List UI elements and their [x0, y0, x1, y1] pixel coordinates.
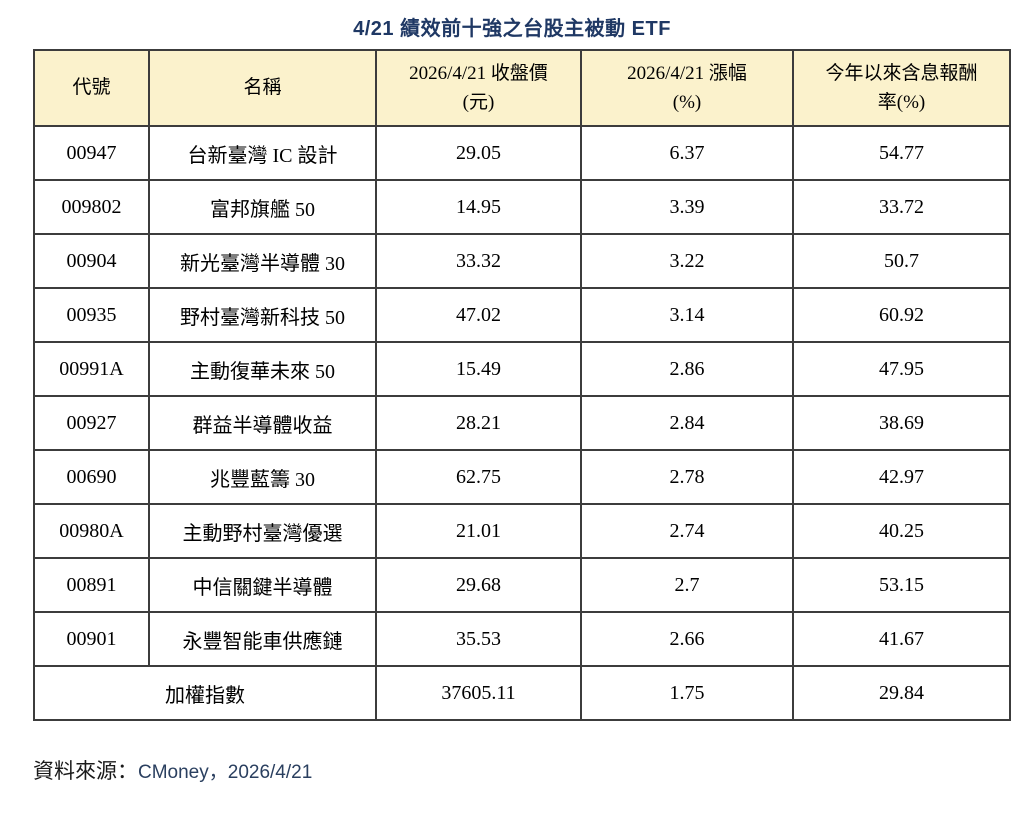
etf-name-cell: 中信關鍵半導體	[148, 557, 377, 613]
etf-name-cell: 富邦旗艦 50	[148, 179, 377, 235]
etf-name-cell: 兆豐藍籌 30	[148, 449, 377, 505]
source-note: 資料來源：CMoney，2026/4/21	[33, 755, 1024, 785]
header-line: 2026/4/21 漲幅	[627, 62, 747, 84]
etf-name-cell: 主動野村臺灣優選	[148, 503, 377, 559]
close-price-cell: 14.95	[375, 179, 582, 235]
etf-code-cell: 00947	[33, 125, 150, 181]
close-price-cell: 33.32	[375, 233, 582, 289]
etf-code-cell: 009802	[33, 179, 150, 235]
etf-code-cell: 00904	[33, 233, 150, 289]
etf-name-cell: 台新臺灣 IC 設計	[148, 125, 377, 181]
table-row: 00891 中信關鍵半導體 29.68 2.7 53.15	[33, 557, 1011, 613]
column-header-code: 代號	[33, 49, 150, 127]
change-pct-cell: 3.39	[580, 179, 794, 235]
etf-name-cell: 野村臺灣新科技 50	[148, 287, 377, 343]
header-line: 今年以來含息報酬	[825, 62, 978, 84]
change-pct-cell: 6.37	[580, 125, 794, 181]
close-price-cell: 29.68	[375, 557, 582, 613]
close-price-cell: 29.05	[375, 125, 582, 181]
page-title: 4/21 績效前十強之台股主被動 ETF	[353, 18, 671, 40]
etf-name-cell: 永豐智能車供應鏈	[148, 611, 377, 667]
etf-code-cell: 00927	[33, 395, 150, 451]
ytd-return-cell: 53.15	[792, 557, 1011, 613]
ytd-return-cell: 42.97	[792, 449, 1011, 505]
change-pct-cell: 2.84	[580, 395, 794, 451]
change-pct-cell: 3.22	[580, 233, 794, 289]
change-pct-cell: 2.7	[580, 557, 794, 613]
etf-code-cell: 00991A	[33, 341, 150, 397]
header-line: 代號	[72, 77, 111, 99]
column-header-name: 名稱	[148, 49, 377, 127]
change-pct-cell: 2.78	[580, 449, 794, 505]
header-line: 名稱	[243, 77, 282, 99]
table-row: 00947 台新臺灣 IC 設計 29.05 6.37 54.77	[33, 125, 1011, 181]
change-pct-cell: 2.74	[580, 503, 794, 559]
table-row: 00904 新光臺灣半導體 30 33.32 3.22 50.7	[33, 233, 1011, 289]
close-price-cell: 47.02	[375, 287, 582, 343]
etf-code-cell: 00901	[33, 611, 150, 667]
column-header-ytd-return: 今年以來含息報酬 率(%)	[792, 49, 1011, 127]
ytd-return-cell: 54.77	[792, 125, 1011, 181]
etf-name-cell: 新光臺灣半導體 30	[148, 233, 377, 289]
etf-code-cell: 00690	[33, 449, 150, 505]
ytd-return-cell: 33.72	[792, 179, 1011, 235]
ytd-return-cell: 47.95	[792, 341, 1011, 397]
change-pct-cell: 2.66	[580, 611, 794, 667]
ytd-return-cell: 38.69	[792, 395, 1011, 451]
etf-code-cell: 00891	[33, 557, 150, 613]
etf-name-cell: 群益半導體收益	[148, 395, 377, 451]
ytd-return-cell: 50.7	[792, 233, 1011, 289]
source-value: CMoney，2026/4/21	[138, 762, 313, 783]
change-pct-cell: 2.86	[580, 341, 794, 397]
close-price-cell: 37605.11	[375, 665, 582, 721]
table-row: 00935 野村臺灣新科技 50 47.02 3.14 60.92	[33, 287, 1011, 343]
source-prefix: 資料來源：	[33, 759, 138, 783]
header-line: (%)	[672, 92, 702, 113]
table-row: 00690 兆豐藍籌 30 62.75 2.78 42.97	[33, 449, 1011, 505]
column-header-change-pct: 2026/4/21 漲幅 (%)	[580, 49, 794, 127]
etf-code-cell: 00935	[33, 287, 150, 343]
table-row: 00927 群益半導體收益 28.21 2.84 38.69	[33, 395, 1011, 451]
close-price-cell: 21.01	[375, 503, 582, 559]
table-row: 00980A 主動野村臺灣優選 21.01 2.74 40.25	[33, 503, 1011, 559]
table-row: 00991A 主動復華未來 50 15.49 2.86 47.95	[33, 341, 1011, 397]
close-price-cell: 62.75	[375, 449, 582, 505]
etf-name-cell: 主動復華未來 50	[148, 341, 377, 397]
index-name-cell: 加權指數	[33, 665, 377, 721]
change-pct-cell: 1.75	[580, 665, 794, 721]
table-row: 00901 永豐智能車供應鏈 35.53 2.66 41.67	[33, 611, 1011, 667]
column-header-close-price: 2026/4/21 收盤價 (元)	[375, 49, 582, 127]
ytd-return-cell: 60.92	[792, 287, 1011, 343]
etf-code-cell: 00980A	[33, 503, 150, 559]
etf-table: 代號 名稱 2026/4/21 收盤價 (元) 2026/4/21 漲幅 (%)…	[33, 49, 1011, 721]
ytd-return-cell: 41.67	[792, 611, 1011, 667]
header-row: 代號 名稱 2026/4/21 收盤價 (元) 2026/4/21 漲幅 (%)…	[33, 49, 1011, 127]
summary-row: 加權指數 37605.11 1.75 29.84	[33, 665, 1011, 721]
close-price-cell: 15.49	[375, 341, 582, 397]
table-row: 009802 富邦旗艦 50 14.95 3.39 33.72	[33, 179, 1011, 235]
close-price-cell: 35.53	[375, 611, 582, 667]
header-line: (元)	[462, 92, 495, 113]
change-pct-cell: 3.14	[580, 287, 794, 343]
header-line: 2026/4/21 收盤價	[409, 62, 548, 84]
close-price-cell: 28.21	[375, 395, 582, 451]
ytd-return-cell: 40.25	[792, 503, 1011, 559]
ytd-return-cell: 29.84	[792, 665, 1011, 721]
header-line: 率(%)	[877, 92, 926, 113]
